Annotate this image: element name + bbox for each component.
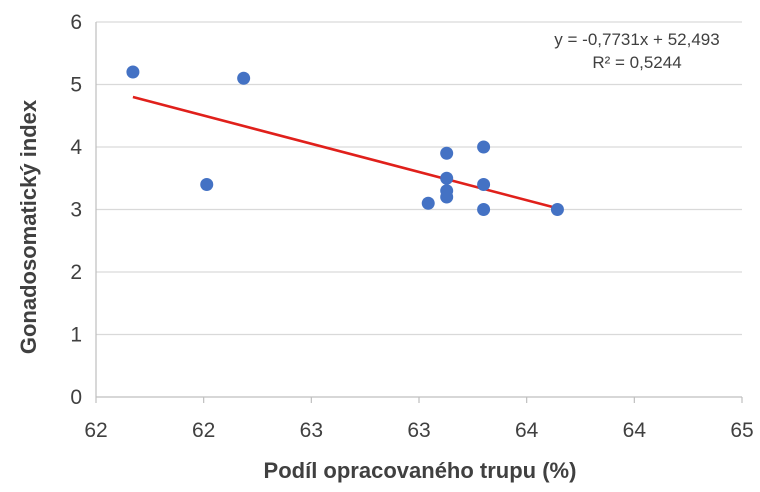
y-tick-label: 0 [70,386,82,409]
x-tick-label: 62 [84,419,107,442]
x-tick-label: 64 [515,419,539,442]
y-tick-label: 5 [70,74,82,97]
axes [95,22,743,403]
data-point [200,178,214,191]
data-point [440,190,454,204]
data-point [477,178,491,191]
data-points [126,65,564,216]
x-tick-label: 63 [407,419,430,442]
data-point [126,65,140,79]
trendline-group [132,95,558,210]
grid-lines [96,21,742,336]
x-tick-label: 64 [623,419,647,442]
data-point [440,171,454,185]
x-tick-label: 65 [730,419,753,442]
y-tick-labels: 0 1 2 3 4 5 6 [70,11,82,409]
x-tick-label: 62 [192,419,215,442]
data-point [440,146,454,160]
y-tick-label: 4 [70,136,82,159]
y-axis-title: Gonadosomatický index [16,99,41,354]
x-axis-title: Podíl opracovaného trupu (%) [264,458,577,483]
trendline-equation: y = -0,7731x + 52,493 [554,30,719,49]
trendline [132,95,558,210]
y-tick-label: 1 [70,324,82,347]
y-tick-label: 6 [70,11,82,34]
trendline-r-squared: R² = 0,5244 [592,53,681,72]
data-point [421,196,435,210]
data-point [550,203,564,216]
data-point [477,140,491,154]
y-tick-label: 3 [70,199,82,222]
x-tick-label: 63 [300,419,323,442]
y-tick-label: 2 [70,261,82,284]
data-point [477,203,491,216]
data-point [237,71,251,85]
x-tick-labels: 62 62 63 63 64 64 65 [84,419,753,442]
